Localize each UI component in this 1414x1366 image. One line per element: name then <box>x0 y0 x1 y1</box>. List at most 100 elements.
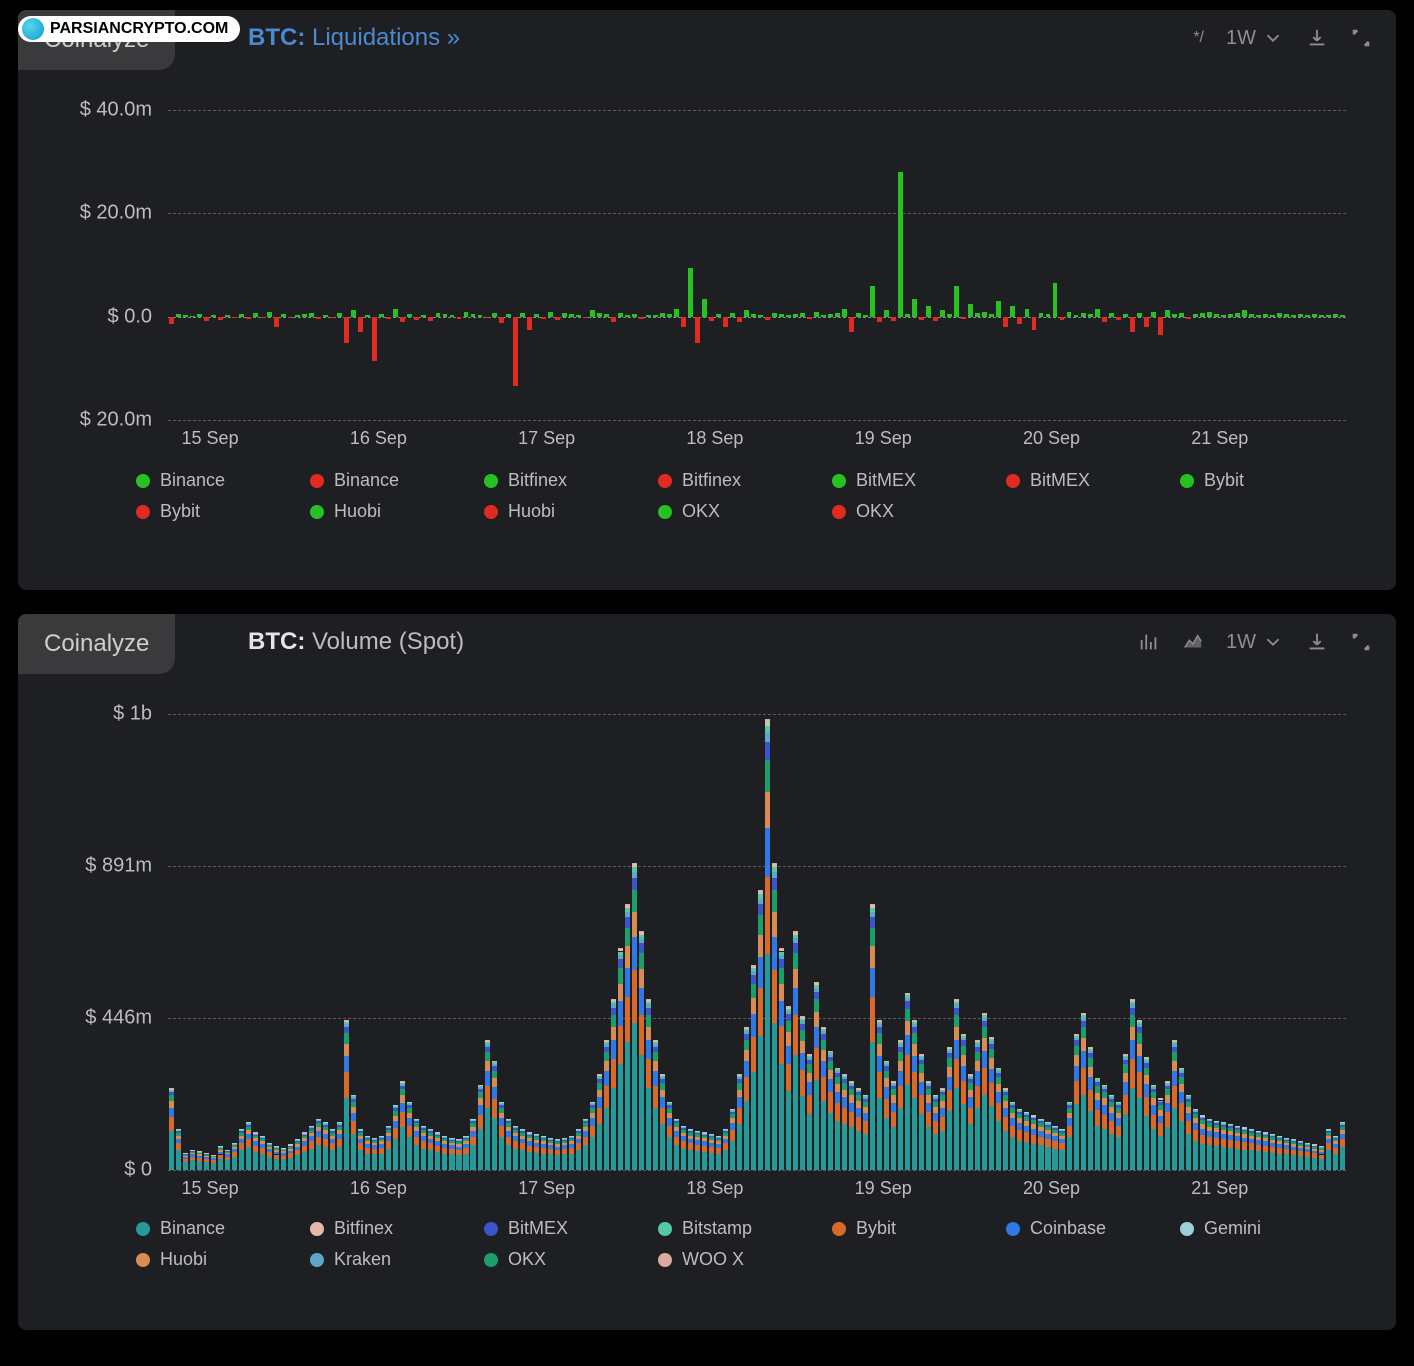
expand-icon[interactable] <box>1350 631 1372 653</box>
vol-bar <box>520 1129 525 1170</box>
liq-bar <box>1319 315 1324 317</box>
liq-bar <box>744 310 749 316</box>
liq-xaxis: 15 Sep16 Sep17 Sep18 Sep19 Sep20 Sep21 S… <box>168 428 1346 454</box>
liq-bar <box>1270 315 1275 317</box>
legend-label: WOO X <box>682 1249 744 1270</box>
legend-item[interactable]: Binance <box>136 470 310 491</box>
area-style-icon[interactable] <box>1182 631 1204 653</box>
xaxis-tick: 18 Sep <box>686 1178 743 1199</box>
legend-item[interactable]: Huobi <box>484 501 658 522</box>
vol-bar <box>534 1134 539 1170</box>
liq-bar <box>1074 315 1079 317</box>
vol-bar <box>1263 1132 1268 1170</box>
liquidations-title[interactable]: BTC: Liquidations » <box>248 24 460 52</box>
vol-bar <box>1305 1143 1310 1170</box>
vol-bar <box>1158 1098 1163 1170</box>
liq-bar <box>211 315 216 317</box>
vol-bar <box>1059 1129 1064 1170</box>
liq-yaxis: $ 40.0m$ 20.0m$ 0.0$ 20.0m <box>50 110 156 420</box>
legend-item[interactable]: Gemini <box>1180 1218 1354 1239</box>
legend-item[interactable]: OKX <box>484 1249 658 1270</box>
legend-item[interactable]: OKX <box>832 501 1006 522</box>
legend-dot <box>484 505 498 519</box>
vol-bar <box>751 965 756 1170</box>
vol-bar <box>905 993 910 1170</box>
vol-bar <box>1109 1095 1114 1170</box>
bar-style-icon[interactable] <box>1138 631 1160 653</box>
liq-bar <box>793 314 798 317</box>
liq-bar <box>253 313 258 317</box>
vol-bar <box>653 1040 658 1170</box>
legend-item[interactable]: Bitfinex <box>658 470 832 491</box>
vol-bar <box>1270 1134 1275 1170</box>
legend-item[interactable]: BitMEX <box>832 470 1006 491</box>
liq-bar <box>274 317 279 327</box>
vol-bar <box>1214 1121 1219 1170</box>
legend-item[interactable]: Bitstamp <box>658 1218 832 1239</box>
legend-item[interactable]: Bitfinex <box>310 1218 484 1239</box>
legend-item[interactable]: Binance <box>136 1218 310 1239</box>
vol-bar <box>583 1119 588 1170</box>
vol-bar <box>1207 1119 1212 1170</box>
legend-item[interactable]: Bitfinex <box>484 470 658 491</box>
liq-bar <box>520 313 525 317</box>
timeframe-selector[interactable]: 1W <box>1226 631 1284 654</box>
vol-bar <box>1144 1057 1149 1170</box>
legend-label: BitMEX <box>508 1218 568 1239</box>
legend-dot <box>832 505 846 519</box>
yaxis-tick: $ 40.0m <box>50 99 152 122</box>
liq-bar <box>295 315 300 317</box>
legend-item[interactable]: Bybit <box>1180 470 1354 491</box>
brand-tab[interactable]: Coinalyze <box>18 614 175 674</box>
legend-label: Binance <box>160 470 225 491</box>
legend-label: BitMEX <box>856 470 916 491</box>
liq-bar <box>625 315 630 317</box>
vol-bar <box>407 1102 412 1170</box>
download-icon[interactable] <box>1306 631 1328 653</box>
legend-dot <box>658 505 672 519</box>
legend-item[interactable]: Binance <box>310 470 484 491</box>
vol-bar <box>709 1134 714 1170</box>
legend-item[interactable]: WOO X <box>658 1249 832 1270</box>
vol-bar <box>940 1088 945 1170</box>
liq-bar <box>611 317 616 322</box>
vol-bar <box>632 863 637 1170</box>
liq-bar <box>1193 314 1198 317</box>
legend-item[interactable]: Huobi <box>310 501 484 522</box>
vol-bar <box>835 1068 840 1170</box>
legend-label: Bitfinex <box>334 1218 393 1239</box>
liq-bar <box>555 317 560 320</box>
vol-bar <box>660 1074 665 1170</box>
liq-bar <box>323 315 328 317</box>
liq-bar <box>982 312 987 317</box>
download-icon[interactable] <box>1306 27 1328 49</box>
vol-bar <box>737 1074 742 1170</box>
legend-item[interactable]: Kraken <box>310 1249 484 1270</box>
liq-bar <box>688 268 693 317</box>
vol-bar <box>463 1136 468 1170</box>
watermark-text: PARSIANCRYPTO.COM <box>50 20 228 38</box>
legend-item[interactable]: Bybit <box>136 501 310 522</box>
vol-bar <box>541 1136 546 1170</box>
timeframe-selector[interactable]: 1W <box>1226 27 1284 50</box>
liq-bar <box>492 313 497 317</box>
vol-bar <box>779 948 784 1170</box>
vol-bar <box>470 1119 475 1170</box>
xaxis-tick: 15 Sep <box>182 428 239 449</box>
legend-item[interactable]: Bybit <box>832 1218 1006 1239</box>
legend-dot <box>136 474 150 488</box>
liq-bar <box>723 317 728 327</box>
vol-bar <box>744 1027 749 1170</box>
legend-item[interactable]: Huobi <box>136 1249 310 1270</box>
legend-item[interactable]: BitMEX <box>484 1218 658 1239</box>
legend-item[interactable]: OKX <box>658 501 832 522</box>
legend-item[interactable]: Coinbase <box>1006 1218 1180 1239</box>
vol-bar <box>674 1119 679 1170</box>
vol-bar <box>898 1040 903 1170</box>
vol-bar <box>590 1102 595 1170</box>
liq-bar <box>562 313 567 317</box>
vol-bar <box>1179 1068 1184 1170</box>
liq-bar <box>1060 317 1065 320</box>
legend-item[interactable]: BitMEX <box>1006 470 1180 491</box>
expand-icon[interactable] <box>1350 27 1372 49</box>
